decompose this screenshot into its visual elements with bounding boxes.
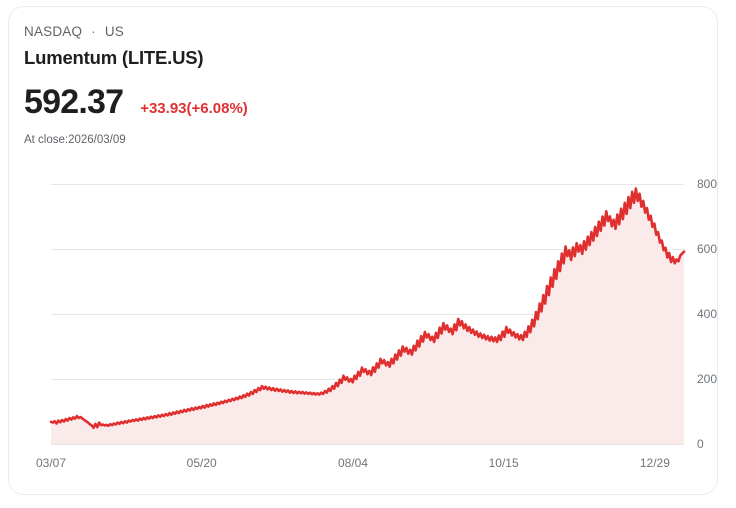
y-axis-tick-label: 0	[697, 437, 704, 451]
y-axis-tick-label: 800	[697, 177, 717, 191]
y-axis-tick-label: 200	[697, 372, 717, 386]
x-axis-labels: 03/07 05/20 08/04 10/15 12/29	[36, 456, 670, 470]
stock-quote-card: NASDAQ · US Lumentum (LITE.US) 592.37 +3…	[8, 6, 718, 495]
price-row: 592.37 +33.93(+6.08%)	[24, 82, 684, 122]
at-close-timestamp: At close:2026/03/09	[24, 134, 126, 146]
current-price: 592.37	[24, 83, 124, 121]
x-axis-tick-label: 05/20	[187, 456, 217, 470]
quote-header: NASDAQ · US Lumentum (LITE.US) 592.37 +3…	[24, 23, 684, 148]
x-axis-tick-label: 12/29	[640, 456, 670, 470]
price-change: +33.93(+6.08%)	[140, 100, 248, 117]
exchange-name: NASDAQ	[24, 24, 83, 39]
price-chart[interactable]: 0 200 400 600 800 03/07 05/20 08/04 10/15 12/29	[9, 167, 718, 487]
y-axis-labels: 0 200 400 600 800	[697, 177, 717, 451]
price-area-fill	[51, 188, 684, 444]
price-line	[49, 187, 686, 430]
price-chart-svg[interactable]: 0 200 400 600 800 03/07 05/20 08/04 10/15 12/29	[9, 167, 718, 487]
exchange-region: US	[104, 24, 124, 39]
y-axis-tick-label: 600	[697, 242, 717, 256]
x-axis-tick-label: 08/04	[338, 456, 368, 470]
exchange-separator: ·	[91, 24, 96, 39]
company-name: Lumentum (LITE.US)	[24, 47, 204, 68]
exchange-line: NASDAQ · US	[24, 23, 684, 41]
x-axis-tick-label: 10/15	[489, 456, 519, 470]
x-axis-tick-label: 03/07	[36, 456, 66, 470]
y-axis-tick-label: 400	[697, 307, 717, 321]
